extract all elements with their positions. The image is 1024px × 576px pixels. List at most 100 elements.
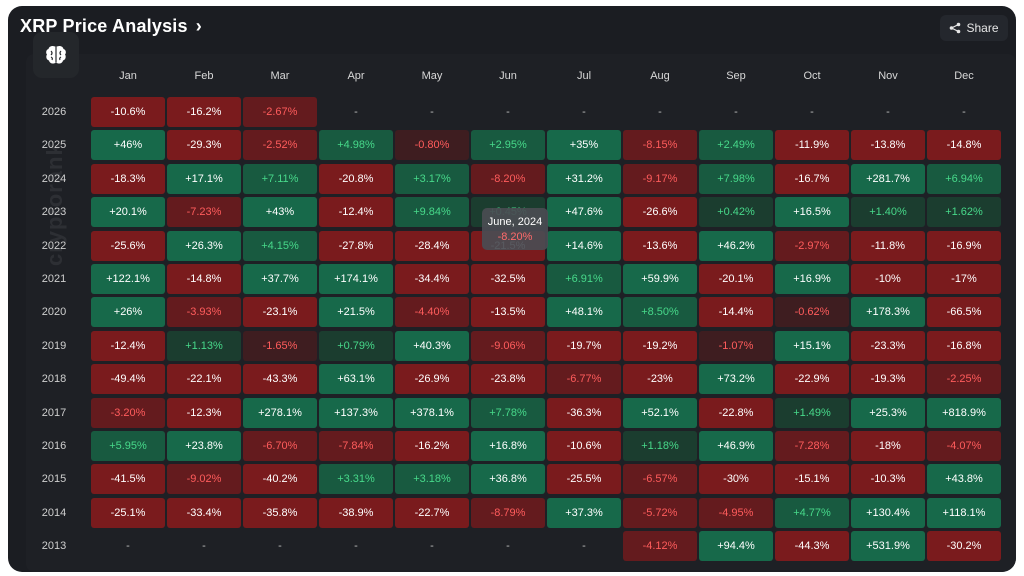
heatmap-cell-2019-jan[interactable]: -12.4% [91, 330, 165, 361]
heatmap-cell-2025-nov[interactable]: -13.8% [851, 130, 925, 161]
heatmap-cell-2015-dec[interactable]: +43.8% [927, 464, 1001, 495]
heatmap-cell-2017-aug[interactable]: +52.1% [623, 397, 697, 428]
heatmap-cell-2015-feb[interactable]: -9.02% [167, 464, 241, 495]
heatmap-cell-2024-may[interactable]: +3.17% [395, 163, 469, 194]
heatmap-cell-2017-jul[interactable]: -36.3% [547, 397, 621, 428]
heatmap-cell-2019-mar[interactable]: -1.65% [243, 330, 317, 361]
share-button[interactable]: Share [940, 15, 1008, 41]
heatmap-cell-2022-apr[interactable]: -27.8% [319, 230, 393, 261]
heatmap-cell-2024-sep[interactable]: +7.98% [699, 163, 773, 194]
heatmap-cell-2023-jul[interactable]: +47.6% [547, 197, 621, 228]
heatmap-cell-2015-jun[interactable]: +36.8% [471, 464, 545, 495]
heatmap-cell-2021-feb[interactable]: -14.8% [167, 264, 241, 294]
heatmap-cell-2015-apr[interactable]: +3.31% [319, 464, 393, 495]
heatmap-cell-2020-mar[interactable]: -23.1% [243, 297, 317, 328]
heatmap-cell-2013-nov[interactable]: +531.9% [851, 531, 925, 562]
heatmap-cell-2026-mar[interactable]: -2.67% [243, 97, 317, 127]
heatmap-cell-2019-aug[interactable]: -19.2% [623, 330, 697, 361]
heatmap-cell-2018-mar[interactable]: -43.3% [243, 364, 317, 395]
heatmap-cell-2013-aug[interactable]: -4.12% [623, 531, 697, 562]
heatmap-cell-2025-sep[interactable]: +2.49% [699, 130, 773, 161]
heatmap-cell-2018-aug[interactable]: -23% [623, 364, 697, 395]
heatmap-cell-2017-oct[interactable]: +1.49% [775, 397, 849, 428]
heatmap-cell-2016-apr[interactable]: -7.84% [319, 431, 393, 461]
heatmap-cell-2025-feb[interactable]: -29.3% [167, 130, 241, 161]
heatmap-cell-2025-jun[interactable]: +2.95% [471, 130, 545, 161]
heatmap-cell-2014-dec[interactable]: +118.1% [927, 497, 1001, 528]
heatmap-cell-2018-dec[interactable]: -2.25% [927, 364, 1001, 395]
heatmap-cell-2015-nov[interactable]: -10.3% [851, 464, 925, 495]
heatmap-cell-2021-mar[interactable]: +37.7% [243, 264, 317, 294]
heatmap-cell-2014-jul[interactable]: +37.3% [547, 497, 621, 528]
heatmap-cell-2020-jun[interactable]: -13.5% [471, 297, 545, 328]
heatmap-cell-2022-jan[interactable]: -25.6% [91, 230, 165, 261]
heatmap-cell-2020-may[interactable]: -4.40% [395, 297, 469, 328]
heatmap-cell-2024-apr[interactable]: -20.8% [319, 163, 393, 194]
heatmap-cell-2016-dec[interactable]: -4.07% [927, 431, 1001, 461]
heatmap-cell-2023-dec[interactable]: +1.62% [927, 197, 1001, 228]
heatmap-cell-2014-apr[interactable]: -38.9% [319, 497, 393, 528]
heatmap-cell-2014-jun[interactable]: -8.79% [471, 497, 545, 528]
heatmap-cell-2015-aug[interactable]: -6.57% [623, 464, 697, 495]
heatmap-cell-2017-nov[interactable]: +25.3% [851, 397, 925, 428]
heatmap-cell-2020-jan[interactable]: +26% [91, 297, 165, 328]
heatmap-cell-2013-dec[interactable]: -30.2% [927, 531, 1001, 562]
heatmap-cell-2014-sep[interactable]: -4.95% [699, 497, 773, 528]
heatmap-cell-2022-mar[interactable]: +4.15% [243, 230, 317, 261]
heatmap-cell-2021-apr[interactable]: +174.1% [319, 264, 393, 294]
chevron-right-icon[interactable]: › [195, 16, 202, 36]
heatmap-cell-2014-may[interactable]: -22.7% [395, 497, 469, 528]
heatmap-cell-2022-may[interactable]: -28.4% [395, 230, 469, 261]
heatmap-cell-2015-may[interactable]: +3.18% [395, 464, 469, 495]
heatmap-cell-2017-jun[interactable]: +7.78% [471, 397, 545, 428]
heatmap-cell-2016-jan[interactable]: +5.95% [91, 431, 165, 461]
heatmap-cell-2023-sep[interactable]: +0.42% [699, 197, 773, 228]
heatmap-cell-2021-jun[interactable]: -32.5% [471, 264, 545, 294]
heatmap-cell-2016-jun[interactable]: +16.8% [471, 431, 545, 461]
heatmap-cell-2017-apr[interactable]: +137.3% [319, 397, 393, 428]
heatmap-cell-2017-jan[interactable]: -3.20% [91, 397, 165, 428]
heatmap-cell-2018-jul[interactable]: -6.77% [547, 364, 621, 395]
heatmap-cell-2021-dec[interactable]: -17% [927, 264, 1001, 294]
heatmap-cell-2022-nov[interactable]: -11.8% [851, 230, 925, 261]
heatmap-cell-2021-sep[interactable]: -20.1% [699, 264, 773, 294]
heatmap-cell-2024-oct[interactable]: -16.7% [775, 163, 849, 194]
heatmap-cell-2018-jun[interactable]: -23.8% [471, 364, 545, 395]
heatmap-cell-2014-feb[interactable]: -33.4% [167, 497, 241, 528]
heatmap-cell-2015-mar[interactable]: -40.2% [243, 464, 317, 495]
heatmap-cell-2017-sep[interactable]: -22.8% [699, 397, 773, 428]
heatmap-cell-2022-feb[interactable]: +26.3% [167, 230, 241, 261]
heatmap-cell-2024-nov[interactable]: +281.7% [851, 163, 925, 194]
heatmap-cell-2014-aug[interactable]: -5.72% [623, 497, 697, 528]
heatmap-cell-2020-feb[interactable]: -3.93% [167, 297, 241, 328]
heatmap-cell-2020-jul[interactable]: +48.1% [547, 297, 621, 328]
heatmap-cell-2019-may[interactable]: +40.3% [395, 330, 469, 361]
heatmap-cell-2014-oct[interactable]: +4.77% [775, 497, 849, 528]
heatmap-cell-2023-oct[interactable]: +16.5% [775, 197, 849, 228]
heatmap-cell-2025-jul[interactable]: +35% [547, 130, 621, 161]
heatmap-cell-2017-may[interactable]: +378.1% [395, 397, 469, 428]
heatmap-cell-2024-jan[interactable]: -18.3% [91, 163, 165, 194]
heatmap-cell-2020-sep[interactable]: -14.4% [699, 297, 773, 328]
heatmap-cell-2025-mar[interactable]: -2.52% [243, 130, 317, 161]
heatmap-cell-2019-apr[interactable]: +0.79% [319, 330, 393, 361]
heatmap-cell-2014-nov[interactable]: +130.4% [851, 497, 925, 528]
heatmap-cell-2018-jan[interactable]: -49.4% [91, 364, 165, 395]
page-title[interactable]: XRP Price Analysis › [20, 16, 202, 37]
heatmap-cell-2023-feb[interactable]: -7.23% [167, 197, 241, 228]
heatmap-cell-2025-aug[interactable]: -8.15% [623, 130, 697, 161]
heatmap-cell-2022-sep[interactable]: +46.2% [699, 230, 773, 261]
heatmap-cell-2013-sep[interactable]: +94.4% [699, 531, 773, 562]
heatmap-cell-2018-feb[interactable]: -22.1% [167, 364, 241, 395]
heatmap-cell-2021-aug[interactable]: +59.9% [623, 264, 697, 294]
heatmap-cell-2021-jan[interactable]: +122.1% [91, 264, 165, 294]
heatmap-cell-2018-nov[interactable]: -19.3% [851, 364, 925, 395]
heatmap-cell-2015-jan[interactable]: -41.5% [91, 464, 165, 495]
heatmap-cell-2020-nov[interactable]: +178.3% [851, 297, 925, 328]
heatmap-cell-2016-feb[interactable]: +23.8% [167, 431, 241, 461]
heatmap-cell-2014-jan[interactable]: -25.1% [91, 497, 165, 528]
heatmap-cell-2024-mar[interactable]: +7.11% [243, 163, 317, 194]
heatmap-cell-2014-mar[interactable]: -35.8% [243, 497, 317, 528]
heatmap-cell-2017-mar[interactable]: +278.1% [243, 397, 317, 428]
heatmap-cell-2019-jun[interactable]: -9.06% [471, 330, 545, 361]
